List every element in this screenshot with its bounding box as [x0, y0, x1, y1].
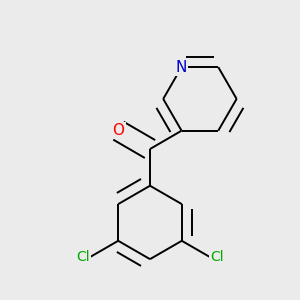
- Text: Cl: Cl: [210, 250, 224, 264]
- Text: O: O: [112, 123, 124, 138]
- Text: N: N: [176, 60, 187, 75]
- Text: Cl: Cl: [76, 250, 90, 264]
